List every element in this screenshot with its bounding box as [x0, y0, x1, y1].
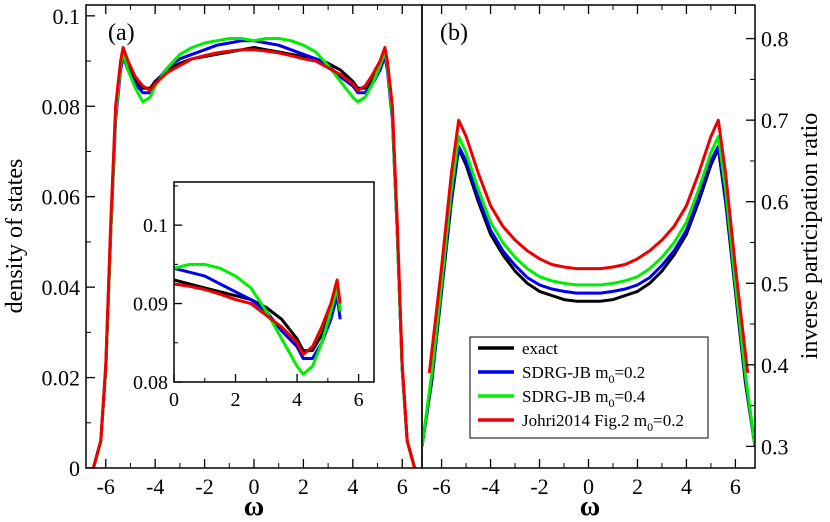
panel-b-ytick-label: 0.8 — [761, 27, 789, 52]
inset-xtick-label: 2 — [231, 389, 241, 411]
panel-b-xtick-label: 0 — [583, 474, 594, 499]
inset-ytick-label: 0.09 — [133, 294, 168, 316]
panel-a-ytick-label: 0.1 — [53, 4, 81, 29]
panel-b-series-2 — [422, 135, 755, 447]
inset-frame — [173, 181, 375, 383]
panel-b-xtick-label: 6 — [730, 474, 741, 499]
legend-label-3: Johri2014 Fig.2 m0=0.2 — [522, 411, 684, 434]
panel-b-ytick-label: 0.5 — [761, 271, 789, 296]
panel-a-ytick-label: 0 — [69, 456, 80, 481]
inset-series — [174, 262, 342, 376]
panel-b-xlabel: ω — [580, 491, 600, 522]
panel-b-frame — [421, 4, 756, 469]
panel-b-ticks: -6 -4 -2 0 2 4 6 0.3 0.4 0.5 0.6 0.7 0.8 — [432, 5, 789, 499]
panel-a-ticks: -6 -4 -2 0 2 4 6 0 0.02 0.04 0.06 0.08 0.1 — [42, 4, 408, 499]
legend-label-1: SDRG-JB m0=0.2 — [522, 363, 645, 386]
inset-ticks: 0 2 4 6 0.08 0.09 0.1 — [133, 185, 364, 411]
inset-background — [174, 182, 374, 382]
panel-a-xlabel: ω — [244, 491, 264, 522]
panel-b-xtick-label: -6 — [432, 474, 450, 499]
panel-b-series-1 — [422, 144, 755, 447]
panel-a-series-2 — [91, 37, 417, 469]
panel-a-xtick-label: -6 — [97, 474, 115, 499]
panel-a-series — [91, 37, 417, 469]
panel-a-series-3 — [91, 46, 417, 469]
panel-a-xtick-label: -4 — [146, 474, 164, 499]
panel-a-xtick-label: 4 — [347, 474, 358, 499]
panel-b-xtick-label: 2 — [632, 474, 643, 499]
panel-a-inset: 0 2 4 6 0.08 0.09 0.1 — [133, 181, 375, 411]
inset-series-3 — [174, 278, 342, 356]
inset-xtick-label: 0 — [169, 389, 179, 411]
panel-b-ytick-label: 0.4 — [761, 353, 789, 378]
panel-a-ytick-label: 0.02 — [42, 366, 81, 391]
inset-series-2 — [174, 262, 342, 376]
inset-xtick-label: 6 — [354, 389, 364, 411]
panel-b: -6 -4 -2 0 2 4 6 0.3 0.4 0.5 0.6 0.7 0.8 (b) inverse… — [421, 4, 823, 522]
panel-a-ylabel: density of states — [2, 159, 28, 314]
inset-ytick-label: 0.1 — [143, 215, 168, 237]
panel-a-ytick-label: 0.06 — [42, 185, 81, 210]
legend-label-2: SDRG-JB m0=0.4 — [522, 387, 646, 410]
legend-label-0: exact — [522, 339, 558, 358]
panel-b-ylabel: inverse participation ratio — [797, 113, 823, 360]
panel-b-ytick-label: 0.6 — [761, 190, 789, 215]
panel-b-ytick-label: 0.3 — [761, 434, 789, 459]
panel-b-xtick-label: -2 — [530, 474, 548, 499]
panel-a-xtick-label: 2 — [298, 474, 309, 499]
panel-a-xtick-label: -2 — [195, 474, 213, 499]
panel-a-ytick-label: 0.08 — [42, 94, 81, 119]
panel-a-xtick-label: 6 — [397, 474, 408, 499]
panel-b-xtick-label: 4 — [681, 474, 692, 499]
inset-ytick-label: 0.08 — [133, 372, 168, 394]
panel-b-series-3 — [427, 118, 750, 374]
panel-a: -6 -4 -2 0 2 4 6 0 0.02 0.04 0.06 0.08 0.1 (a) densi… — [2, 4, 423, 522]
panel-a-ytick-label: 0.04 — [42, 275, 81, 300]
panel-a-xtick-label: 0 — [249, 474, 260, 499]
panel-b-xtick-label: -4 — [481, 474, 499, 499]
panel-b-ytick-label: 0.7 — [761, 108, 789, 133]
panel-b-series — [422, 118, 755, 447]
inset-xtick-label: 4 — [292, 389, 302, 411]
panel-b-label: (b) — [440, 20, 468, 46]
panel-a-label: (a) — [108, 20, 135, 46]
